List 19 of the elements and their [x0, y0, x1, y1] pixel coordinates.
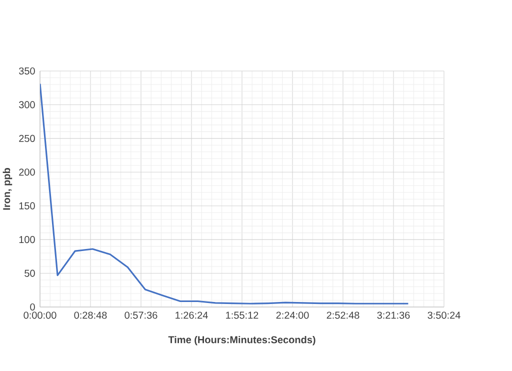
- x-tick-label: 3:50:24: [428, 312, 460, 319]
- y-tick-label: 350: [18, 67, 35, 75]
- x-tick-label: 0:57:36: [124, 312, 158, 319]
- y-tick-label: 100: [19, 236, 35, 244]
- x-tick-label: 0:00:00: [24, 312, 56, 319]
- y-tick-label: 0: [30, 303, 35, 311]
- x-tick-label: 0:28:48: [74, 312, 107, 319]
- y-tick-label: 200: [19, 168, 35, 176]
- x-tick-label: 2:52:48: [326, 312, 360, 319]
- x-tick-label: 1:55:12: [226, 312, 258, 319]
- y-tick-label: 150: [19, 202, 35, 210]
- x-axis-title: Time (Hours:Minutes:Seconds): [168, 336, 316, 346]
- y-tick-label: 300: [18, 101, 35, 108]
- y-tick-label: 250: [19, 134, 35, 142]
- y-axis-title: Iron, ppb: [2, 168, 12, 210]
- x-tick-label: 1:26:24: [176, 312, 208, 319]
- x-tick-label: 2:24:00: [276, 312, 309, 319]
- y-tick-label: 50: [24, 270, 35, 277]
- x-tick-label: 3:21:36: [377, 312, 410, 319]
